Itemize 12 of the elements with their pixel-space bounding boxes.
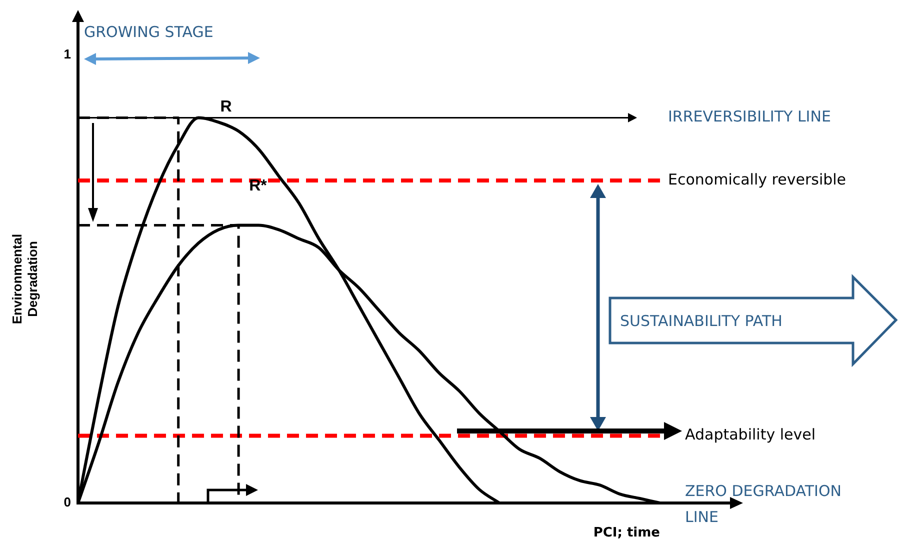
annotation: R — [220, 98, 232, 116]
x-axis-title: PCI; time — [593, 526, 660, 541]
annotation: R* — [249, 177, 268, 194]
ref-line-label: IRREVERSIBILITY LINE — [668, 108, 831, 126]
ref-line-label: Economically reversible — [668, 170, 846, 188]
text: ZERO DEGRADATION LINE — [685, 482, 842, 526]
ref-line-label: Adaptability level — [685, 426, 816, 444]
y-tick-label: 0 — [64, 494, 71, 510]
y-tick-label: 1 — [64, 46, 71, 62]
annotation: SUSTAINABILITY PATH — [620, 312, 782, 330]
text: GROWING STAGE — [84, 22, 214, 41]
y-axis-title: Environmental Degradation — [9, 234, 40, 324]
